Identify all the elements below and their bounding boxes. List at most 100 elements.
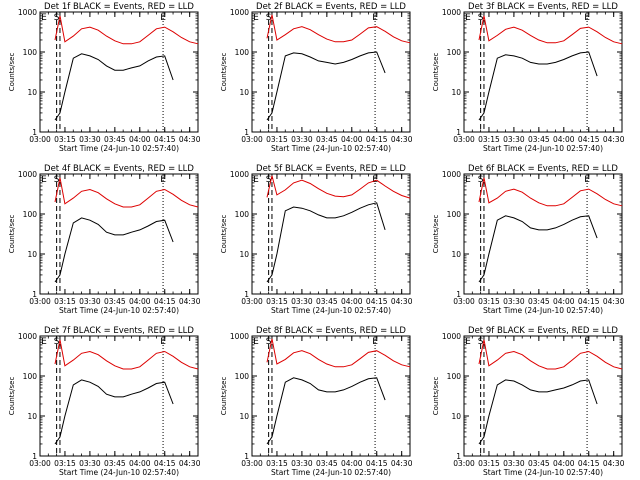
x-tick-label: 04:00: [129, 297, 151, 306]
x-tick-label: 03:15: [478, 135, 500, 144]
series-line-lld: [266, 338, 411, 368]
y-axis-label: Counts/sec: [432, 215, 440, 254]
marker-label: E: [160, 175, 166, 185]
x-tick-label: 04:15: [578, 135, 600, 144]
x-axis-label: Start Time (24-Jun-10 02:57:40): [483, 306, 603, 315]
y-tick-label: 1000: [18, 332, 37, 341]
panel-title: Det 2f BLACK = Events, RED = LLD: [256, 2, 406, 12]
y-tick-label: 10: [239, 412, 249, 421]
marker-label: S: [478, 13, 484, 23]
x-tick-label: 03:30: [503, 135, 525, 144]
plot-frame: [463, 335, 623, 457]
y-tick-label: 1: [32, 290, 37, 299]
x-tick-label: 03:00: [29, 135, 51, 144]
marker-label: S: [54, 175, 60, 185]
y-tick-label: 1000: [230, 170, 249, 179]
marker-label: S: [266, 337, 272, 347]
y-axis-label: Counts/sec: [220, 53, 228, 92]
plot-frame: [39, 173, 199, 295]
panel-det-7: Det 7f BLACK = Events, RED = LLD 1 10 100 10…: [8, 326, 201, 477]
marker-label: E: [465, 175, 471, 185]
y-tick-label: 1000: [442, 170, 461, 179]
marker-label: E: [372, 13, 378, 23]
y-tick-label: 10: [239, 88, 249, 97]
x-tick-label: 04:30: [179, 297, 201, 306]
x-axis-label: Start Time (24-Jun-10 02:57:40): [483, 144, 603, 153]
marker-label: E: [253, 13, 259, 23]
x-tick-label: 03:45: [528, 459, 550, 468]
marker-label: S: [478, 337, 484, 347]
y-tick-label: 1000: [18, 8, 37, 17]
y-tick-label: 1000: [442, 8, 461, 17]
x-tick-label: 04:15: [578, 297, 600, 306]
x-tick-label: 03:15: [54, 297, 76, 306]
series-line-lld: [54, 339, 199, 370]
x-tick-label: 03:15: [478, 459, 500, 468]
x-tick-label: 04:15: [578, 459, 600, 468]
panel-title: Det 5f BLACK = Events, RED = LLD: [256, 164, 406, 174]
marker-label: E: [584, 175, 590, 185]
series-line-events: [54, 53, 174, 121]
y-tick-label: 100: [447, 48, 462, 57]
y-tick-label: 10: [27, 412, 37, 421]
x-tick-label: 03:45: [316, 135, 338, 144]
y-axis-label: Counts/sec: [220, 215, 228, 254]
x-tick-label: 03:45: [316, 459, 338, 468]
panel-det-6: Det 6f BLACK = Events, RED = LLD 1 10 100 10…: [432, 164, 625, 315]
series-line-events: [266, 202, 386, 283]
y-tick-label: 1: [244, 290, 249, 299]
y-tick-label: 100: [235, 48, 250, 57]
plot-frame: [39, 11, 199, 133]
panel-det-3: Det 3f BLACK = Events, RED = LLD 1 10 100 10…: [432, 2, 625, 153]
y-tick-label: 1000: [442, 332, 461, 341]
series-line-events: [54, 379, 174, 445]
x-tick-label: 03:15: [266, 135, 288, 144]
marker-label: E: [465, 337, 471, 347]
y-tick-label: 100: [447, 210, 462, 219]
x-axis-label: Start Time (24-Jun-10 02:57:40): [483, 468, 603, 477]
x-tick-label: 04:30: [391, 135, 413, 144]
y-axis-label: Counts/sec: [432, 377, 440, 416]
x-tick-label: 03:15: [54, 135, 76, 144]
y-tick-label: 1: [456, 290, 461, 299]
series-line-lld: [266, 14, 411, 44]
x-axis-label: Start Time (24-Jun-10 02:57:40): [59, 144, 179, 153]
x-tick-label: 03:45: [528, 297, 550, 306]
y-tick-label: 10: [451, 88, 461, 97]
x-tick-label: 03:00: [453, 297, 475, 306]
marker-label: E: [253, 337, 259, 347]
x-tick-label: 03:15: [266, 459, 288, 468]
x-axis-label: Start Time (24-Jun-10 02:57:40): [271, 144, 391, 153]
panel-det-4: Det 4f BLACK = Events, RED = LLD 1 10 100 10…: [8, 164, 201, 315]
x-tick-label: 03:45: [104, 459, 126, 468]
panel-title: Det 1f BLACK = Events, RED = LLD: [44, 2, 194, 12]
x-tick-label: 04:00: [553, 459, 575, 468]
x-tick-label: 03:45: [528, 135, 550, 144]
y-axis-label: Counts/sec: [8, 377, 16, 416]
panel-title: Det 6f BLACK = Events, RED = LLD: [468, 164, 618, 174]
x-tick-label: 03:30: [503, 297, 525, 306]
x-tick-label: 04:15: [154, 297, 176, 306]
x-tick-label: 04:15: [366, 297, 388, 306]
x-tick-label: 03:45: [316, 297, 338, 306]
x-tick-label: 03:30: [79, 459, 101, 468]
x-tick-label: 04:15: [154, 459, 176, 468]
y-tick-label: 100: [23, 210, 38, 219]
marker-label: S: [266, 13, 272, 23]
series-line-lld: [266, 175, 411, 199]
x-tick-label: 04:15: [366, 459, 388, 468]
x-tick-label: 03:15: [54, 459, 76, 468]
panel-det-9: Det 9f BLACK = Events, RED = LLD 1 10 100 10…: [432, 326, 625, 477]
panel-title: Det 4f BLACK = Events, RED = LLD: [44, 164, 194, 174]
marker-label: E: [253, 175, 259, 185]
y-tick-label: 1000: [230, 8, 249, 17]
panel-det-2: Det 2f BLACK = Events, RED = LLD 1 10 100 10…: [220, 2, 413, 153]
series-line-lld: [478, 15, 623, 45]
x-tick-label: 03:15: [478, 297, 500, 306]
y-tick-label: 1000: [230, 332, 249, 341]
panel-det-1: Det 1f BLACK = Events, RED = LLD 1 10 100 10…: [8, 2, 201, 153]
y-tick-label: 1: [244, 128, 249, 137]
series-line-events: [266, 51, 386, 121]
series-line-events: [478, 215, 598, 283]
plot-frame: [251, 11, 411, 133]
